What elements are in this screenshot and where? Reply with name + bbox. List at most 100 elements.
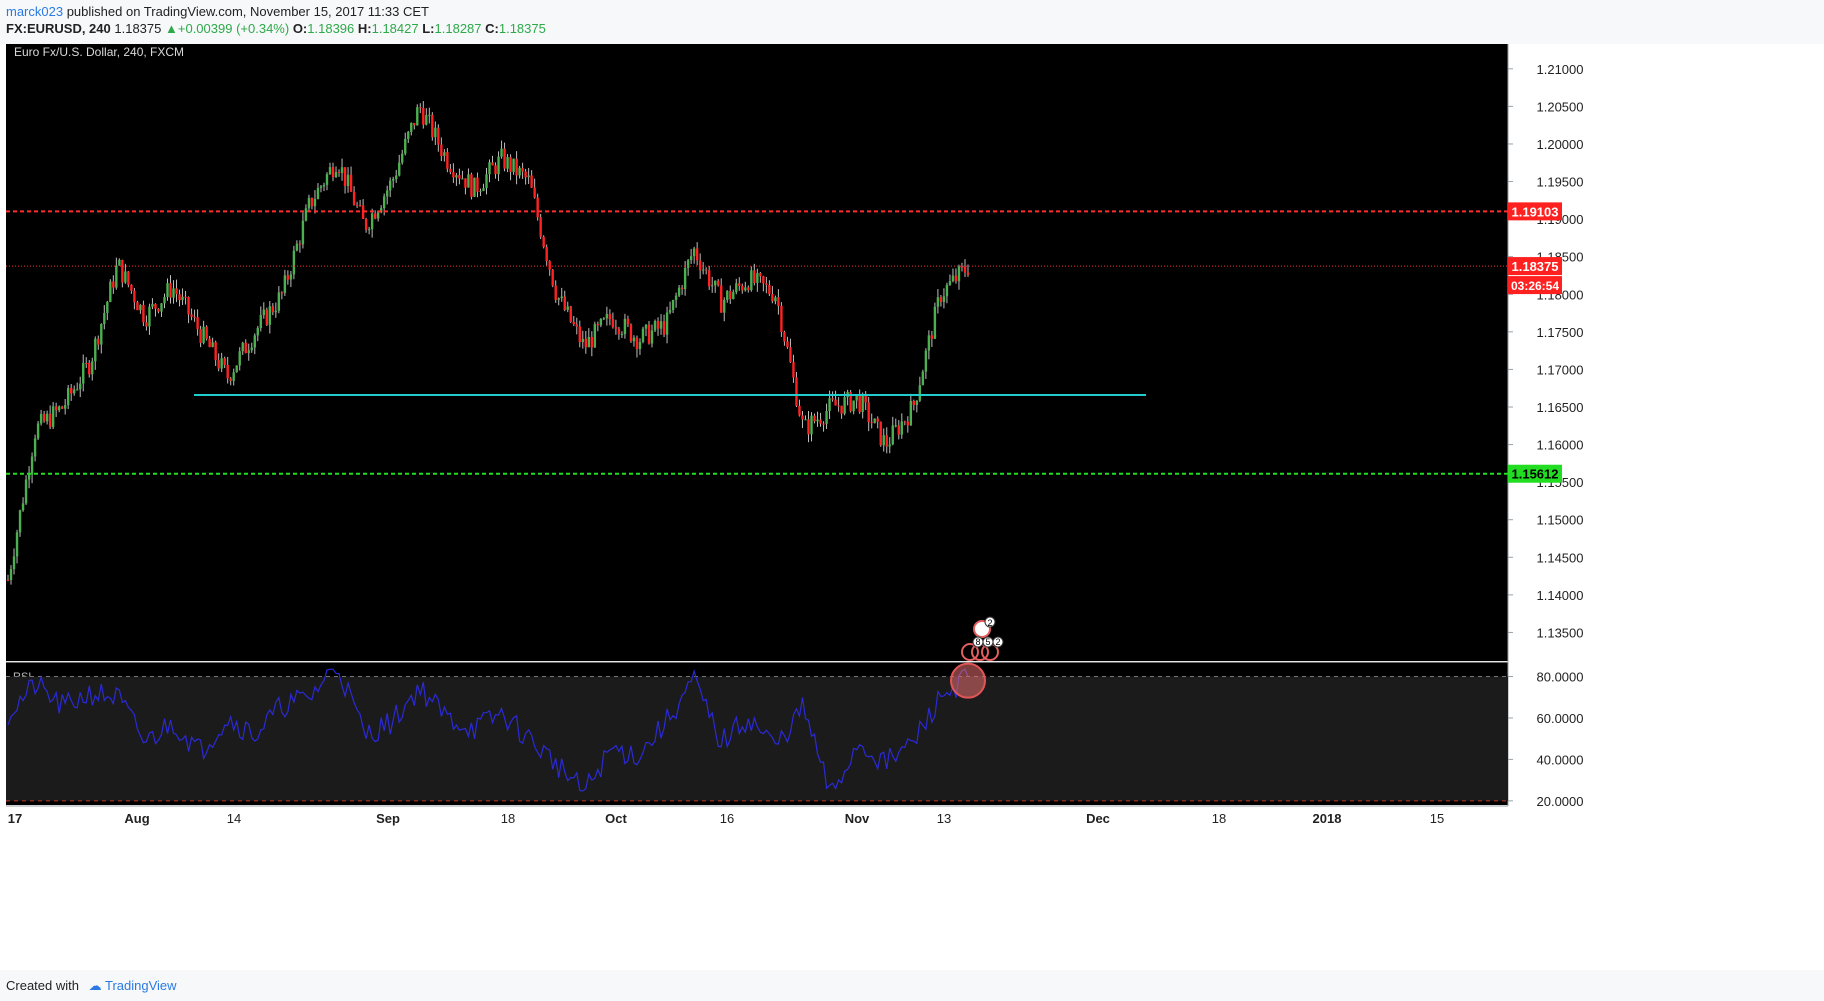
candle-body bbox=[446, 152, 449, 169]
candle-body bbox=[602, 318, 606, 320]
candle-body bbox=[488, 162, 491, 175]
candle-body bbox=[659, 321, 663, 329]
chart-canvas[interactable]: 1.210001.205001.200001.195001.190001.185… bbox=[0, 44, 1824, 970]
open-value: 1.18396 bbox=[307, 21, 355, 36]
event-badge-count: 2 bbox=[995, 637, 1000, 647]
candle-body bbox=[870, 422, 873, 424]
rsi-line bbox=[7, 668, 969, 792]
candle-body bbox=[840, 405, 843, 414]
candle-body bbox=[398, 162, 401, 176]
candle-body bbox=[939, 297, 943, 302]
candle-body bbox=[39, 413, 43, 424]
open-label: O: bbox=[292, 21, 308, 36]
candle-body bbox=[395, 175, 398, 180]
candle-body bbox=[521, 167, 524, 172]
price-label: 1.19103 bbox=[1512, 204, 1559, 219]
candles bbox=[6, 101, 970, 585]
candle-body bbox=[756, 273, 759, 283]
candle-body bbox=[226, 364, 229, 379]
time-tick-label: 15 bbox=[1430, 811, 1444, 826]
time-tick-label: 13 bbox=[937, 811, 951, 826]
candle-body bbox=[373, 213, 377, 219]
candle-body bbox=[133, 290, 136, 303]
candle-body bbox=[873, 418, 876, 424]
candle-body bbox=[723, 299, 726, 313]
candle-body bbox=[560, 296, 563, 299]
candle-body bbox=[912, 401, 916, 405]
candle-body bbox=[900, 421, 903, 435]
candle-body bbox=[199, 329, 202, 343]
candle-body bbox=[810, 415, 813, 435]
candle-body bbox=[322, 184, 326, 187]
candle-body bbox=[145, 322, 148, 327]
candle-body bbox=[54, 406, 58, 411]
price-tick-label: 1.17500 bbox=[1537, 325, 1584, 340]
last-price: 1.18375 bbox=[114, 21, 162, 36]
event-badge-count: 8 bbox=[975, 637, 980, 647]
candle-body bbox=[30, 456, 34, 475]
author-link[interactable]: marck023 bbox=[6, 4, 64, 19]
rsi-tick-label: 20.0000 bbox=[1537, 794, 1584, 809]
time-tick-label: 17 bbox=[8, 811, 22, 826]
candle-body bbox=[641, 328, 645, 342]
candle-body bbox=[897, 425, 900, 435]
candle-body bbox=[280, 292, 284, 294]
candle-body bbox=[783, 332, 786, 342]
candle-body bbox=[241, 342, 244, 352]
price-label-bg bbox=[1508, 202, 1562, 221]
candle-body bbox=[786, 341, 789, 348]
candle-body bbox=[554, 285, 557, 300]
candle-body bbox=[551, 269, 554, 286]
candle-body bbox=[91, 361, 94, 375]
candle-body bbox=[614, 327, 618, 329]
candle-body bbox=[316, 187, 320, 199]
tradingview-link[interactable]: TradingView bbox=[105, 978, 177, 993]
candle-body bbox=[527, 175, 530, 178]
candle-body bbox=[885, 435, 888, 447]
candle-body bbox=[157, 308, 160, 312]
candle-body bbox=[608, 314, 612, 320]
candle-body bbox=[103, 312, 106, 325]
candle-body bbox=[298, 243, 302, 245]
candle-body bbox=[876, 418, 879, 422]
candle-body bbox=[774, 297, 777, 302]
candle-body bbox=[599, 318, 603, 326]
countdown-label: 03:26:54 bbox=[1511, 279, 1559, 293]
candle-body bbox=[903, 421, 907, 423]
candle-body bbox=[861, 395, 864, 412]
candle-body bbox=[819, 419, 822, 424]
candle-body bbox=[178, 294, 181, 301]
price-label: 1.15612 bbox=[1512, 467, 1559, 482]
up-arrow-icon: ▲ bbox=[165, 21, 178, 36]
candle-body bbox=[744, 287, 747, 291]
chart-header: marck023 published on TradingView.com, N… bbox=[0, 0, 1824, 44]
chart-footer: Created with ☁ TradingView bbox=[0, 970, 1824, 1001]
candle-body bbox=[440, 144, 443, 156]
candle-body bbox=[759, 273, 762, 277]
candle-body bbox=[768, 284, 771, 295]
candle-body bbox=[94, 338, 97, 362]
candle-body bbox=[539, 217, 542, 237]
candle-body bbox=[738, 283, 741, 286]
candle-body bbox=[915, 400, 919, 405]
candle-body bbox=[572, 321, 575, 325]
candle-body bbox=[452, 172, 455, 178]
candle-body bbox=[202, 326, 205, 343]
candle-body bbox=[431, 114, 434, 138]
candle-body bbox=[569, 306, 572, 322]
candle-body bbox=[587, 336, 591, 348]
candle-body bbox=[6, 579, 10, 581]
candle-body bbox=[416, 107, 419, 126]
candle-body bbox=[689, 256, 693, 261]
candle-body bbox=[175, 288, 178, 295]
candle-body bbox=[455, 175, 458, 178]
rsi-tick-label: 60.0000 bbox=[1537, 711, 1584, 726]
price-tick-label: 1.15000 bbox=[1537, 513, 1584, 528]
candle-body bbox=[882, 435, 885, 446]
candle-body bbox=[449, 168, 452, 173]
rsi-axis-ticks: 80.0000 60.0000 40.0000 20.0000 bbox=[1508, 670, 1584, 809]
time-tick-label: 16 bbox=[720, 811, 734, 826]
candle-body bbox=[376, 212, 380, 219]
price-change: +0.00399 (+0.34%) bbox=[177, 21, 290, 36]
price-label: 1.18375 bbox=[1512, 259, 1559, 274]
